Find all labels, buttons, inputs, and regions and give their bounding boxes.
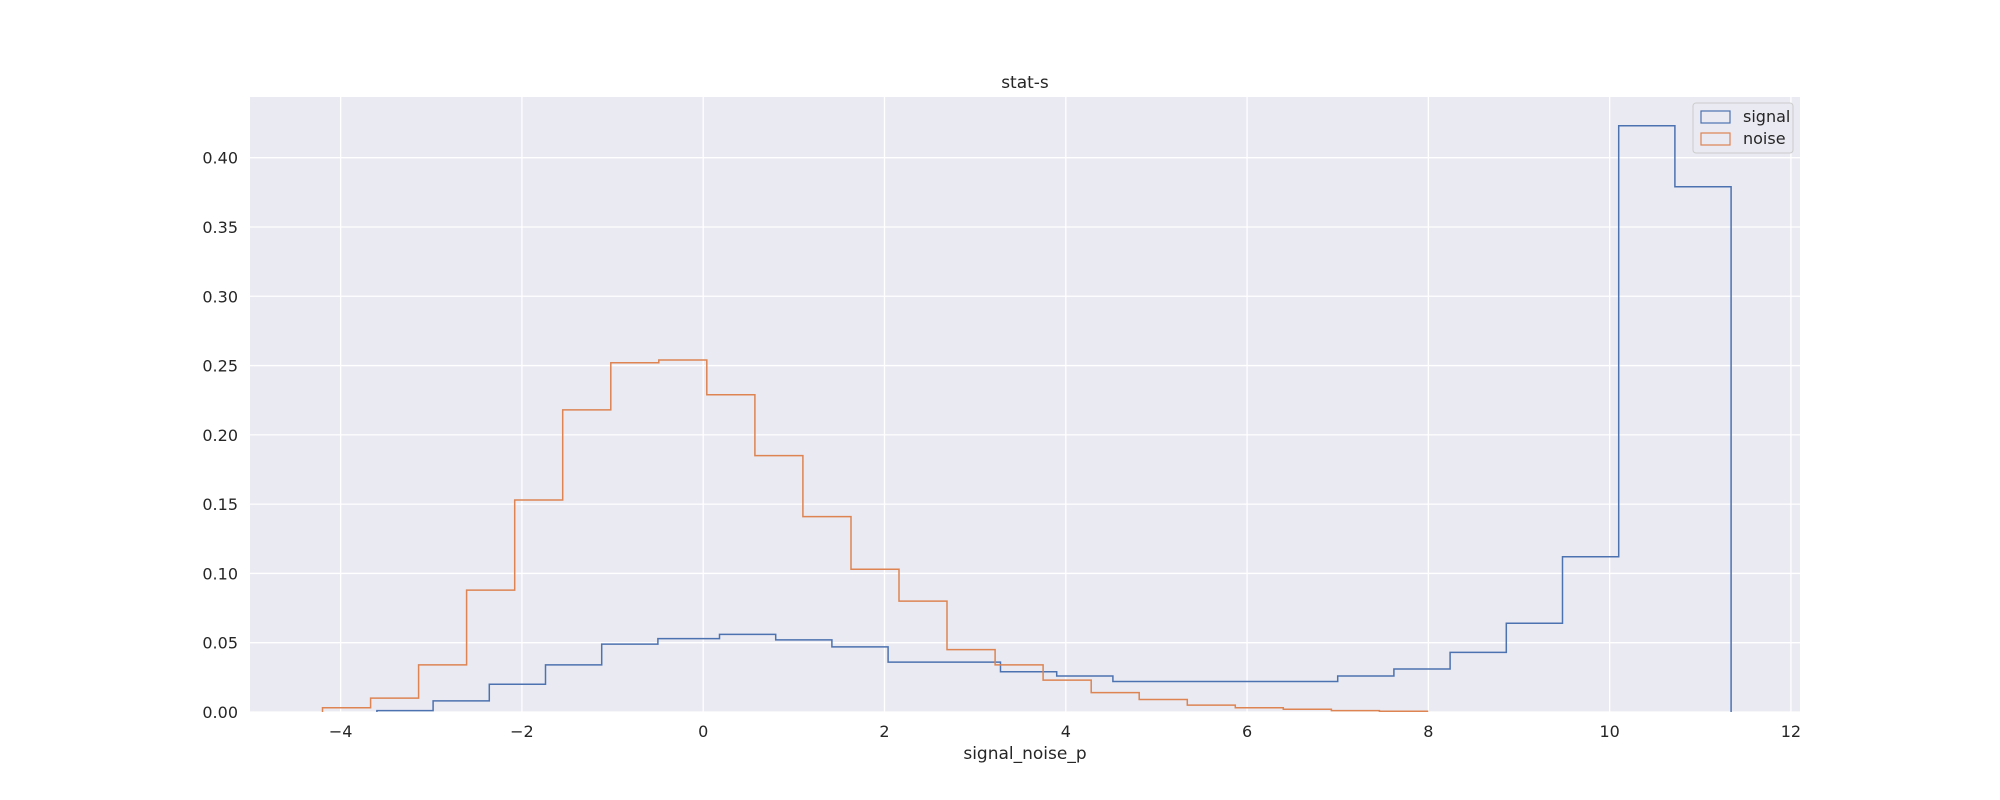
- histogram-bin-noise: [371, 698, 419, 712]
- histogram-bin-noise: [803, 517, 851, 712]
- legend-swatch-noise: [1700, 132, 1731, 146]
- histogram-bin-noise: [1379, 711, 1427, 712]
- histogram-bin-noise: [323, 708, 371, 712]
- series-layer: [321, 125, 1732, 713]
- y-tick-label: 0.25: [202, 357, 238, 376]
- histogram-bin-signal: [1675, 187, 1731, 712]
- y-tick-label: 0.05: [202, 634, 238, 653]
- legend: signal noise: [1692, 102, 1794, 154]
- histogram-bin-noise: [1283, 709, 1331, 712]
- x-tick-label: 2: [879, 722, 889, 741]
- legend-label-noise: noise: [1743, 129, 1786, 148]
- histogram-bin-noise: [467, 590, 515, 712]
- histogram-step-noise: [321, 359, 1429, 713]
- plot-area: [250, 97, 1800, 712]
- series-signal: [376, 125, 1732, 713]
- histogram-bin-noise: [1235, 708, 1283, 712]
- histogram-bin-noise: [755, 456, 803, 712]
- histogram-bin-signal: [1506, 623, 1562, 712]
- histogram-bin-noise: [1139, 700, 1187, 713]
- histogram-bin-noise: [419, 665, 467, 712]
- legend-label-signal: signal: [1743, 107, 1790, 126]
- x-tick-label: 6: [1242, 722, 1252, 741]
- x-tick-label: 4: [1061, 722, 1071, 741]
- x-tick-label: 12: [1781, 722, 1801, 741]
- x-tick-label: −4: [329, 722, 353, 741]
- histogram-bin-noise: [1187, 705, 1235, 712]
- y-axis-ticks: 0.00 0.05 0.10 0.15 0.20 0.25 0.30 0.35 0.40: [202, 149, 238, 722]
- histogram-bin-noise: [899, 601, 947, 712]
- histogram-bin-noise: [563, 410, 611, 712]
- histogram-bin-noise: [707, 395, 755, 712]
- legend-box: [1692, 102, 1794, 154]
- histogram-bin-noise: [611, 363, 659, 712]
- histogram-bin-noise: [515, 500, 563, 712]
- y-tick-label: 0.35: [202, 218, 238, 237]
- histogram-bin-noise: [947, 650, 995, 712]
- x-tick-label: −2: [510, 722, 534, 741]
- y-tick-label: 0.15: [202, 495, 238, 514]
- x-axis-label: signal_noise_p: [963, 744, 1086, 764]
- series-noise: [321, 359, 1429, 713]
- grid-lines: [250, 97, 1800, 713]
- chart-title: stat-s: [1001, 73, 1049, 93]
- histogram-bin-signal: [1394, 669, 1450, 712]
- histogram-bin-signal: [1282, 682, 1338, 713]
- histogram-bin-signal: [1338, 676, 1394, 712]
- x-tick-label: 8: [1423, 722, 1433, 741]
- histogram-bin-signal: [1619, 126, 1675, 712]
- y-tick-label: 0.00: [202, 703, 238, 722]
- x-axis-ticks: −4 −2 0 2 4 6 8 10 12: [329, 722, 1801, 741]
- histogram-bin-noise: [995, 665, 1043, 712]
- legend-swatch-signal: [1700, 110, 1731, 124]
- histogram-bin-noise: [1091, 693, 1139, 712]
- histogram-bin-noise: [659, 360, 707, 712]
- histogram-bin-noise: [1043, 680, 1091, 712]
- histogram-bin-signal: [1450, 652, 1506, 712]
- y-tick-label: 0.40: [202, 149, 238, 168]
- histogram-bin-noise: [851, 569, 899, 712]
- y-tick-label: 0.20: [202, 426, 238, 445]
- x-tick-label: 10: [1599, 722, 1619, 741]
- histogram-step-signal: [376, 125, 1732, 712]
- y-tick-label: 0.10: [202, 564, 238, 583]
- y-tick-label: 0.30: [202, 287, 238, 306]
- x-tick-label: 0: [698, 722, 708, 741]
- histogram-bin-signal: [1563, 557, 1619, 712]
- histogram-bin-noise: [1331, 711, 1379, 712]
